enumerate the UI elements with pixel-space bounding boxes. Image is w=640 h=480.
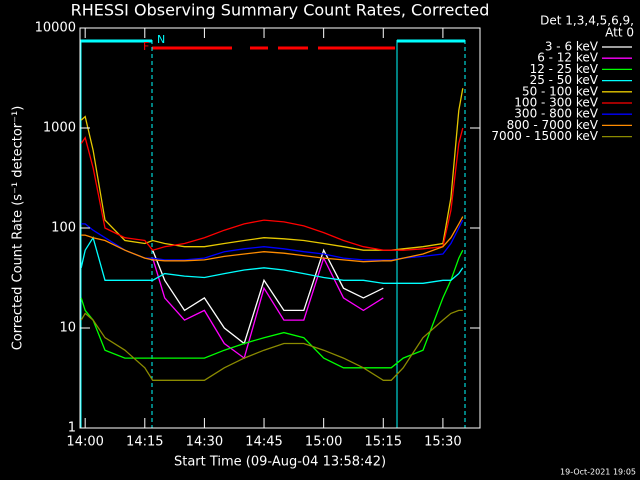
- y-tick-label: 10000: [35, 21, 76, 36]
- x-tick-label: 14:15: [126, 435, 163, 450]
- legend-label: 800 - 7000 keV: [507, 118, 599, 132]
- chart-title: RHESSI Observing Summary Count Rates, Co…: [71, 1, 490, 20]
- x-tick-label: 15:00: [305, 435, 342, 450]
- x-axis-label: Start Time (09-Aug-04 13:58:42): [174, 455, 386, 470]
- series-line: [80, 309, 463, 381]
- y-tick-label: 1: [68, 421, 76, 436]
- series-line: [80, 88, 464, 251]
- x-tick-label: 14:45: [245, 435, 282, 450]
- x-tick-label: 15:30: [424, 435, 461, 450]
- legend-label: 25 - 50 keV: [530, 73, 599, 87]
- legend-label: 12 - 25 keV: [530, 62, 599, 76]
- series-line: [81, 216, 464, 263]
- series-line: [80, 236, 464, 284]
- footer: 19-Oct-2021 19:05: [560, 468, 636, 477]
- legend-label: 6 - 12 keV: [537, 51, 599, 65]
- legend-header: Att 0: [605, 26, 634, 40]
- series-line: [152, 256, 384, 360]
- y-axis-label: Corrected Count Rate (s⁻¹ detector⁻¹): [11, 106, 26, 351]
- x-tick-label: 14:00: [66, 435, 103, 450]
- x-tick-label: 14:30: [186, 435, 223, 450]
- annotation: N: [157, 33, 165, 46]
- legend-label: 7000 - 15000 keV: [491, 129, 598, 143]
- y-tick-label: 10: [59, 321, 76, 336]
- plot-frame: [79, 27, 481, 429]
- plot-lines: [80, 88, 464, 381]
- series-line: [80, 127, 464, 251]
- y-tick-label: 100: [51, 221, 76, 236]
- legend-header: Det 1,3,4,5,6,9,: [540, 14, 634, 28]
- legend-label: 50 - 100 keV: [522, 84, 599, 98]
- x-tick-label: 15:15: [365, 435, 402, 450]
- series-line: [152, 248, 384, 345]
- y-tick-label: 1000: [43, 121, 76, 136]
- legend-label: 100 - 300 keV: [514, 96, 598, 110]
- series-line: [80, 249, 464, 369]
- legend-label: 3 - 6 keV: [545, 40, 599, 54]
- legend-label: 300 - 800 keV: [514, 107, 598, 121]
- annotation: F: [143, 40, 149, 53]
